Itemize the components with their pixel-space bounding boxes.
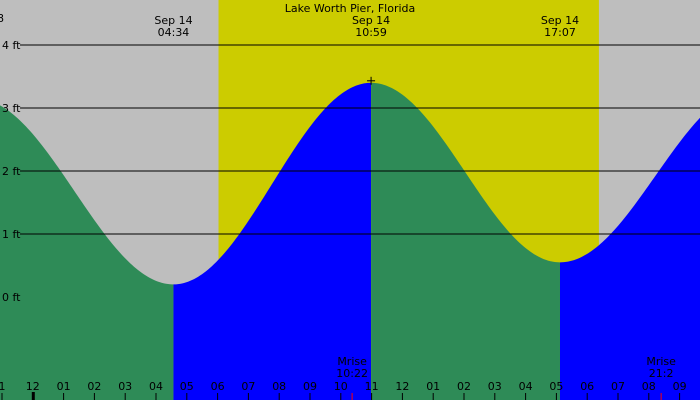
x-tick-label: 11 <box>365 380 379 393</box>
x-tick-label: 05 <box>180 380 194 393</box>
tide-time-label: 17:07 <box>544 26 576 39</box>
chart-title: Lake Worth Pier, Florida <box>285 2 416 15</box>
x-tick-label: 01 <box>426 380 440 393</box>
y-tick-label: 1 ft <box>2 228 21 241</box>
x-tick-label: 02 <box>457 380 471 393</box>
falling-tide-area <box>0 105 174 400</box>
x-tick-label: 09 <box>673 380 687 393</box>
x-tick-label: 10 <box>334 380 348 393</box>
rising-tide-area <box>560 117 700 400</box>
x-tick-label: 04 <box>149 380 163 393</box>
moonrise-time-label: 21:2 <box>649 367 674 380</box>
x-tick-label: 08 <box>272 380 286 393</box>
x-tick-label: 07 <box>241 380 255 393</box>
falling-tide-area <box>371 82 561 400</box>
x-tick-label: 1 <box>0 380 6 393</box>
rising-tide-area <box>173 82 372 400</box>
tide-date-label: Sep 14 <box>154 14 192 27</box>
moonrise-label: Mrise <box>337 355 367 368</box>
y-tick-label: 4 ft <box>2 39 21 52</box>
x-tick-label: 05 <box>549 380 563 393</box>
x-tick-label: 03 <box>118 380 132 393</box>
moonrise-label: Mrise <box>646 355 676 368</box>
x-axis-ticks: 1 12 01 02 03 04 05 06 07 08 09 10 11 12 01 02 03 04 05 06 0… <box>0 380 687 400</box>
grid-lines <box>20 44 700 235</box>
x-tick-label: 06 <box>211 380 225 393</box>
y-edge-label: 8 <box>0 12 4 25</box>
x-tick-label: 07 <box>611 380 625 393</box>
y-tick-label: 2 ft <box>2 165 21 178</box>
x-tick-label: 03 <box>488 380 502 393</box>
tide-date-label: Sep 14 <box>541 14 579 27</box>
y-tick-label: 0 ft <box>2 291 21 304</box>
x-tick-label: 02 <box>87 380 101 393</box>
x-tick-label: 12 <box>26 380 40 393</box>
x-tick-label: 08 <box>642 380 656 393</box>
y-axis-labels: 0 ft 1 ft 2 ft 3 ft 4 ft 8 <box>0 12 21 304</box>
moonrise-time-label: 10:22 <box>336 367 368 380</box>
midnight-marker <box>31 392 35 400</box>
x-tick-label: 12 <box>395 380 409 393</box>
high-tide-marker <box>367 76 376 85</box>
x-tick-label: 01 <box>57 380 71 393</box>
tide-time-label: 10:59 <box>355 26 387 39</box>
tide-date-label: Sep 14 <box>352 14 390 27</box>
tide-time-label: 04:34 <box>158 26 190 39</box>
x-tick-label: 04 <box>519 380 533 393</box>
tide-areas <box>0 82 700 400</box>
x-tick-label: 06 <box>580 380 594 393</box>
y-tick-label: 3 ft <box>2 102 21 115</box>
x-tick-label: 09 <box>303 380 317 393</box>
